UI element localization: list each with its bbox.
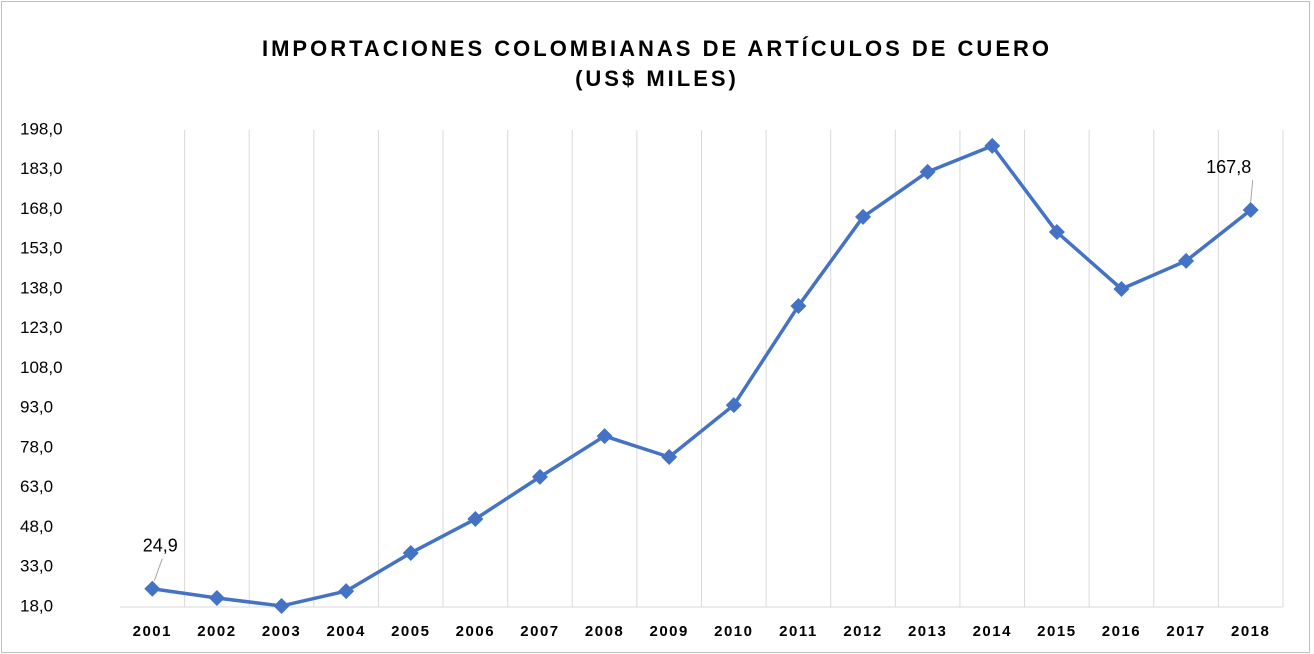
x-tick-label: 2018 xyxy=(1231,623,1270,640)
data-point xyxy=(919,163,936,180)
x-tick-label: 2013 xyxy=(908,623,947,640)
y-tick-label: 168,0 xyxy=(20,199,63,218)
data-point xyxy=(855,208,872,225)
y-tick-label: 183,0 xyxy=(20,159,63,178)
data-point xyxy=(1242,202,1259,219)
chart-title: IMPORTACIONES COLOMBIANAS DE ARTÍCULOS D… xyxy=(262,36,1052,61)
x-tick-label: 2015 xyxy=(1037,623,1076,640)
y-tick-label: 78,0 xyxy=(20,437,53,456)
data-point xyxy=(402,544,419,561)
data-point xyxy=(273,597,290,614)
data-point xyxy=(208,589,225,606)
x-tick-label: 2011 xyxy=(779,623,818,640)
x-tick-label: 2009 xyxy=(650,623,689,640)
x-tick-label: 2006 xyxy=(456,623,495,640)
y-tick-label: 48,0 xyxy=(20,517,53,536)
x-tick-label: 2007 xyxy=(520,623,559,640)
y-tick-label: 63,0 xyxy=(20,477,53,496)
chart-title: (US$ MILES) xyxy=(575,66,739,91)
data-point xyxy=(1048,224,1065,241)
data-point xyxy=(467,511,484,528)
x-tick-label: 2001 xyxy=(133,623,172,640)
x-tick-label: 2017 xyxy=(1166,623,1205,640)
x-tick-label: 2002 xyxy=(197,623,236,640)
data-point xyxy=(144,580,161,597)
y-tick-label: 153,0 xyxy=(20,239,63,258)
x-tick-label: 2004 xyxy=(326,623,365,640)
y-tick-label: 123,0 xyxy=(20,318,63,337)
data-label: 24,9 xyxy=(143,535,178,555)
label-leader xyxy=(153,558,163,581)
y-tick-label: 138,0 xyxy=(20,278,63,297)
data-point xyxy=(531,468,548,485)
x-tick-label: 2016 xyxy=(1102,623,1141,640)
data-point xyxy=(984,137,1001,154)
y-tick-label: 198,0 xyxy=(20,119,63,138)
data-point xyxy=(1178,252,1195,269)
data-point xyxy=(790,297,807,314)
data-label: 167,8 xyxy=(1206,157,1251,177)
x-tick-label: 2003 xyxy=(262,623,301,640)
data-point xyxy=(661,449,678,466)
x-tick-label: 2014 xyxy=(973,623,1012,640)
x-tick-label: 2010 xyxy=(714,623,753,640)
data-point xyxy=(725,397,742,414)
y-tick-label: 108,0 xyxy=(20,358,63,377)
data-point xyxy=(596,428,613,445)
y-tick-label: 18,0 xyxy=(20,596,53,615)
y-tick-label: 33,0 xyxy=(20,557,53,576)
x-tick-label: 2008 xyxy=(585,623,624,640)
x-tick-label: 2005 xyxy=(391,623,430,640)
data-point xyxy=(338,583,355,600)
label-leader xyxy=(1250,179,1254,203)
data-line xyxy=(152,144,1252,608)
y-tick-label: 93,0 xyxy=(20,398,53,417)
data-point xyxy=(1113,281,1130,297)
x-tick-label: 2012 xyxy=(843,623,882,640)
